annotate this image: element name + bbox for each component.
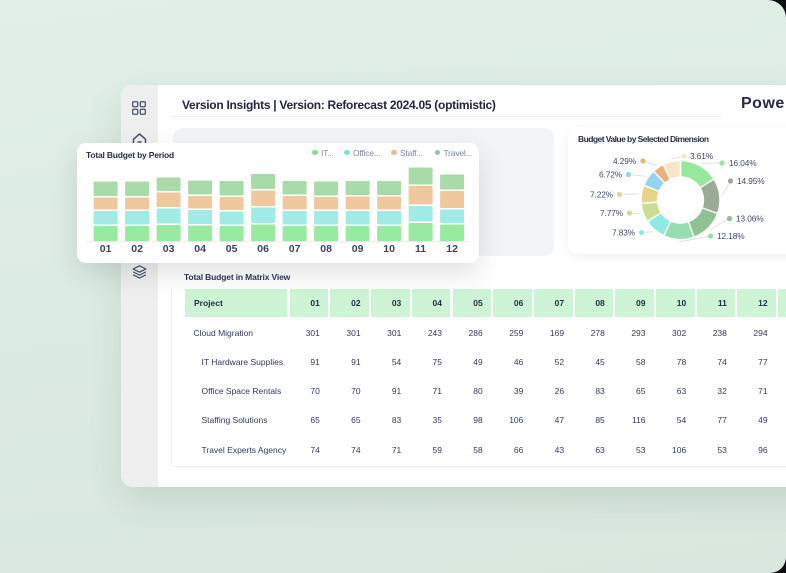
svg-text:16.04%: 16.04%: [729, 158, 757, 168]
svg-text:12.18%: 12.18%: [717, 231, 745, 241]
svg-text:6.72%: 6.72%: [599, 170, 623, 180]
svg-text:4.29%: 4.29%: [613, 156, 637, 166]
svg-text:13.06%: 13.06%: [736, 214, 764, 224]
svg-text:3.61%: 3.61%: [690, 151, 714, 161]
svg-text:7.83%: 7.83%: [612, 228, 636, 238]
svg-text:14.95%: 14.95%: [737, 176, 765, 186]
svg-text:7.22%: 7.22%: [590, 190, 614, 200]
svg-text:7.77%: 7.77%: [600, 208, 624, 218]
